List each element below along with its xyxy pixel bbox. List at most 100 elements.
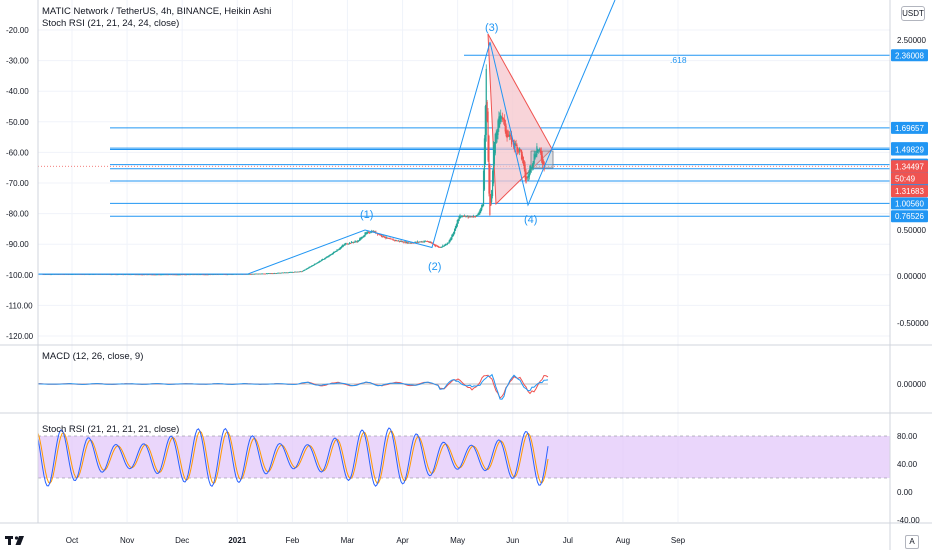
- candle-body: [419, 241, 421, 243]
- candle-body: [115, 274, 117, 276]
- chart-title: MATIC Network / TetherUS, 4h, BINANCE, H…: [42, 6, 272, 17]
- fib-level-tag: [891, 210, 928, 223]
- candle-body: [465, 216, 467, 218]
- candle-body: [202, 274, 204, 276]
- candle-body: [457, 218, 459, 224]
- currency-button[interactable]: USDT: [901, 6, 925, 21]
- candle-body: [346, 243, 348, 245]
- candle-body: [453, 231, 455, 236]
- candle-body: [323, 258, 325, 260]
- candle-body: [321, 259, 324, 261]
- candle-body: [443, 245, 445, 247]
- candle-body: [306, 268, 308, 270]
- candle-body: [334, 251, 336, 253]
- candle-body: [262, 273, 264, 275]
- candle-body: [516, 144, 518, 152]
- candle-body: [501, 116, 503, 118]
- candle-body: [283, 272, 285, 274]
- time-axis[interactable]: Oct Nov Dec 2021 Feb Mar Apr May Jun Jul Aug Sep: [66, 536, 686, 545]
- candle-body: [523, 160, 525, 169]
- candle-body: [398, 240, 401, 242]
- time-axis-tick: Apr: [396, 536, 409, 545]
- candle-body: [468, 216, 470, 217]
- candle-body: [420, 241, 422, 243]
- macd-pane: [38, 373, 549, 400]
- candle-body: [487, 111, 489, 161]
- candle-body: [176, 274, 178, 276]
- candle-body: [338, 248, 340, 251]
- candle-body: [404, 241, 406, 243]
- candle-body: [530, 167, 533, 170]
- auto-scale-button[interactable]: A: [905, 535, 919, 549]
- candle-body: [529, 165, 532, 173]
- candle-body: [289, 271, 291, 273]
- price-tag-value: 50:49: [895, 174, 916, 183]
- candle-body: [335, 251, 337, 252]
- candle-body: [366, 232, 368, 234]
- candle-body: [454, 226, 457, 231]
- candle-body: [507, 134, 509, 137]
- candle-body: [287, 272, 289, 274]
- candle-body: [318, 261, 320, 263]
- left-axis-tick: -100.00: [6, 271, 34, 280]
- candle-body: [524, 164, 526, 179]
- candle-body: [186, 274, 188, 276]
- candle-body: [441, 246, 443, 248]
- candle-body: [134, 274, 136, 276]
- candle-body: [150, 274, 153, 276]
- candle-body: [526, 177, 528, 179]
- price-tag-value: 1.34497: [895, 162, 924, 171]
- candle-body: [256, 273, 259, 275]
- tradingview-logo-icon[interactable]: [4, 533, 32, 547]
- stoch-axis-tick: 40.00: [897, 460, 918, 469]
- fib-level-tag: [891, 143, 928, 156]
- candle-body: [124, 274, 126, 276]
- candle-body: [446, 242, 448, 245]
- stoch-rsi-label[interactable]: Stoch RSI (21, 21, 21, 21, close): [42, 424, 180, 435]
- candle-body: [427, 241, 429, 243]
- candle-body: [536, 146, 538, 156]
- main-indicator-label[interactable]: Stoch RSI (21, 21, 24, 24, close): [42, 18, 180, 29]
- candle-body: [301, 271, 303, 273]
- time-axis-tick: Jun: [506, 536, 519, 545]
- left-axis-tick: -120.00: [6, 332, 34, 341]
- right-axis-tick: 0.50000: [897, 226, 926, 235]
- candle-body: [497, 120, 499, 136]
- macd-line: [38, 373, 549, 400]
- candle-body: [226, 274, 228, 276]
- candle-body: [280, 272, 282, 274]
- candle-body: [140, 274, 142, 276]
- candle-body: [179, 274, 182, 276]
- candle-body: [201, 274, 203, 276]
- candle-body: [539, 148, 541, 151]
- macd-label[interactable]: MACD (12, 26, close, 9): [42, 351, 144, 362]
- candle-body: [298, 271, 300, 273]
- candle-body: [184, 274, 186, 276]
- candle-body: [141, 274, 143, 276]
- candle-body: [508, 135, 510, 137]
- candle-body: [386, 237, 388, 239]
- candle-body: [296, 271, 298, 273]
- candle-body: [482, 170, 485, 207]
- candle-body: [152, 274, 155, 276]
- candle-body: [357, 240, 359, 242]
- candle-body: [341, 245, 344, 248]
- candle-body: [329, 254, 331, 257]
- candle-body: [273, 273, 275, 275]
- candle-body: [319, 260, 321, 263]
- candle-body: [267, 273, 269, 274]
- candle-body: [278, 272, 280, 274]
- candle-body: [363, 235, 365, 238]
- right-price-axis[interactable]: 2.500001.000000.500000.00000-0.500000.00…: [891, 36, 929, 525]
- candle-body: [185, 274, 187, 276]
- candle-body: [362, 236, 364, 238]
- candle-body: [159, 274, 161, 276]
- candle-body: [147, 274, 149, 276]
- candle-body: [342, 244, 344, 247]
- candle-body: [141, 274, 144, 276]
- candle-body: [421, 241, 423, 243]
- candle-body: [302, 270, 304, 272]
- candle-body: [198, 274, 201, 276]
- right-axis-tick: -0.50000: [897, 319, 929, 328]
